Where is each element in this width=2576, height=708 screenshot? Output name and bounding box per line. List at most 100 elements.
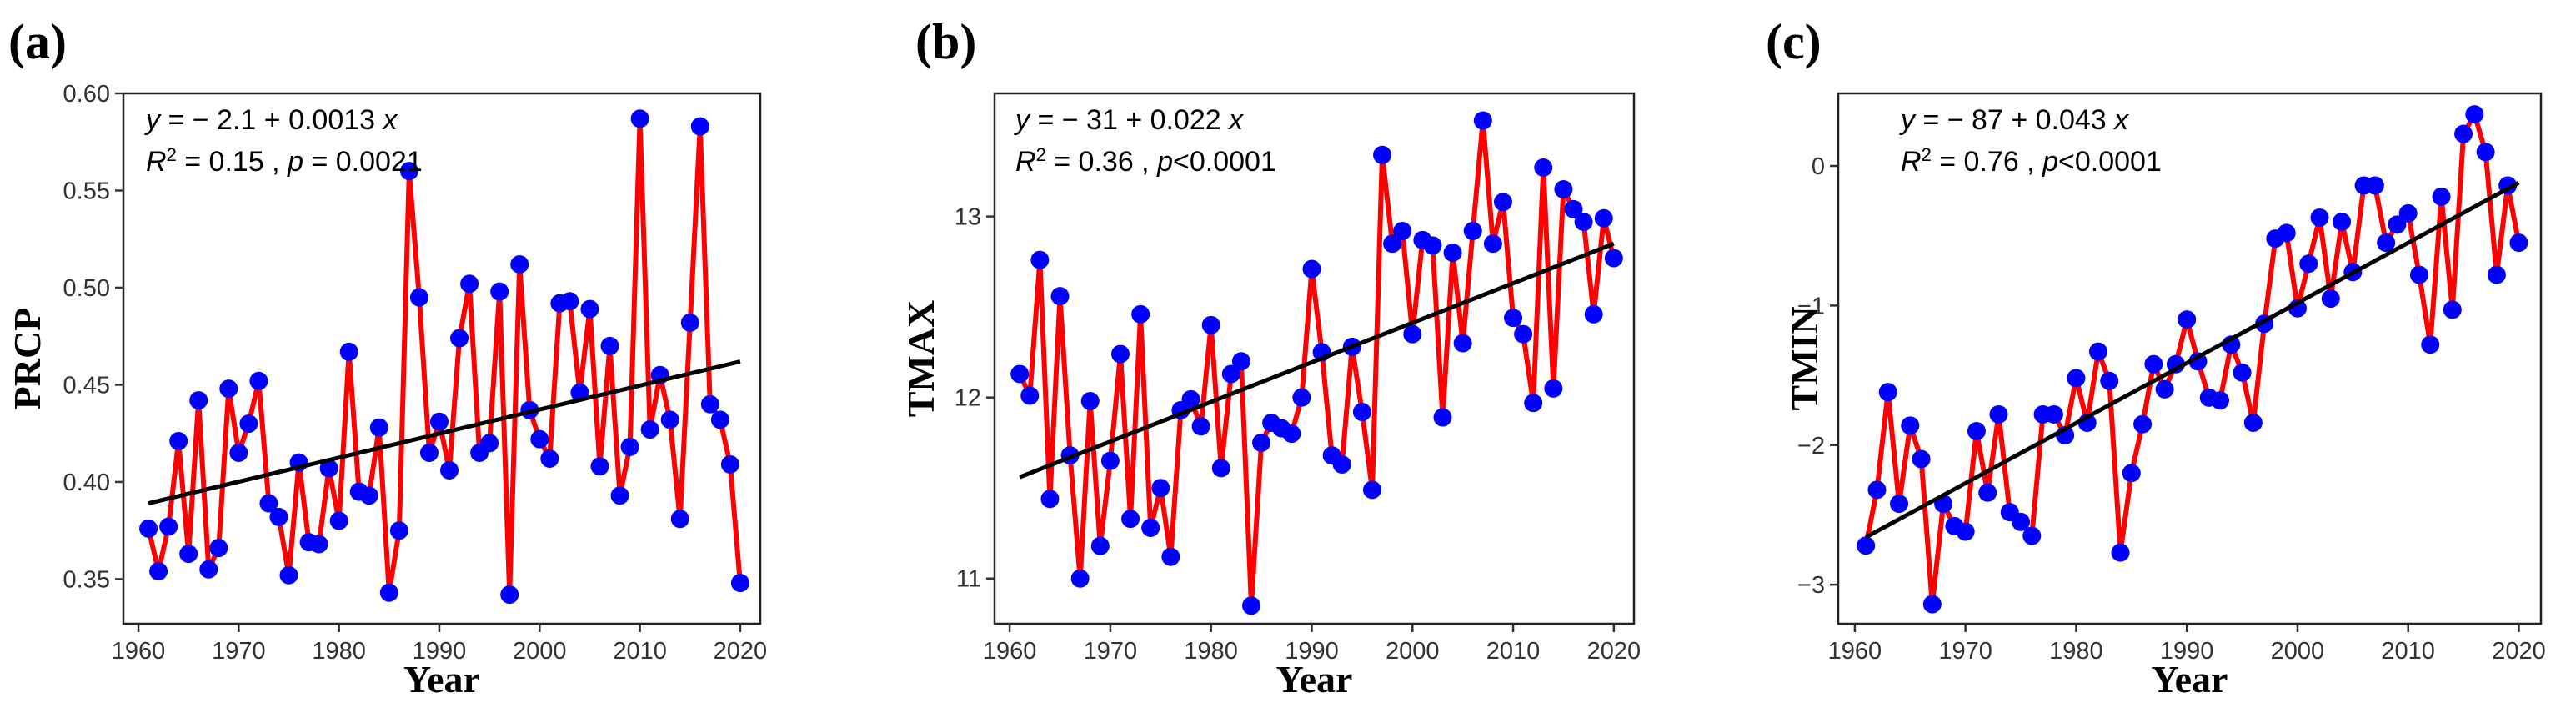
data-point bbox=[419, 443, 439, 462]
regression-equation: y = − 2.1 + 0.0013 x bbox=[144, 104, 398, 136]
data-point bbox=[1141, 518, 1160, 537]
data-point bbox=[219, 379, 238, 399]
data-point bbox=[680, 313, 699, 332]
data-point bbox=[2178, 310, 2197, 329]
x-tick-label: 2000 bbox=[1386, 638, 1440, 665]
chart-panel-1: (a) 0.35 0.40 0.45 0.50 0.55 0.60 1960 1970 1980 1… bbox=[6, 14, 767, 700]
data-point bbox=[1070, 569, 1090, 588]
data-point bbox=[389, 521, 408, 540]
data-point bbox=[1282, 424, 1301, 444]
data-point bbox=[2044, 404, 2063, 424]
data-point bbox=[239, 414, 258, 434]
regression-equation: y = − 87 + 0.043 x bbox=[1899, 104, 2129, 136]
data-point bbox=[309, 535, 328, 554]
data-point bbox=[590, 457, 609, 476]
data-point bbox=[149, 562, 168, 581]
y-tick-label: 0.40 bbox=[63, 469, 110, 496]
data-point bbox=[1878, 383, 1897, 402]
data-point bbox=[209, 539, 228, 558]
data-point bbox=[1211, 459, 1230, 478]
data-point bbox=[199, 560, 218, 579]
data-point bbox=[1483, 234, 1502, 254]
data-point bbox=[1594, 208, 1613, 228]
x-axis-label: Year bbox=[403, 658, 480, 700]
data-point bbox=[1080, 392, 1100, 411]
data-point bbox=[1292, 388, 1311, 407]
y-tick-label: 11 bbox=[956, 566, 981, 593]
data-point bbox=[2277, 223, 2296, 243]
y-tick-label: 0 bbox=[1812, 153, 1825, 180]
data-point bbox=[2454, 124, 2473, 143]
data-point bbox=[1433, 408, 1452, 427]
data-point bbox=[600, 336, 619, 355]
x-axis-label: Year bbox=[2152, 658, 2228, 700]
data-point bbox=[540, 449, 559, 468]
data-point bbox=[1473, 111, 1492, 130]
data-point bbox=[2388, 215, 2407, 234]
data-point bbox=[2321, 289, 2340, 309]
data-point bbox=[1030, 250, 1050, 269]
regression-stats: R2 = 0.76 , p<0.0001 bbox=[1901, 144, 2162, 178]
data-point bbox=[249, 371, 268, 390]
data-point bbox=[1352, 403, 1371, 422]
plot-frame bbox=[1837, 92, 2543, 625]
data-point bbox=[1332, 454, 1351, 474]
x-tick-label: 1960 bbox=[983, 638, 1037, 665]
data-point bbox=[319, 459, 338, 478]
y-tick-label: 13 bbox=[955, 204, 981, 231]
data-point bbox=[710, 410, 729, 429]
data-point bbox=[1181, 389, 1200, 409]
panel-letter: (b) bbox=[915, 14, 976, 69]
data-point bbox=[2022, 526, 2042, 545]
data-point bbox=[2409, 265, 2428, 284]
data-point bbox=[1922, 595, 1942, 614]
data-series-line bbox=[1863, 112, 2522, 607]
x-tick-label: 1980 bbox=[312, 638, 366, 665]
data-point bbox=[1090, 536, 1110, 555]
plot-frame bbox=[122, 92, 762, 625]
data-point bbox=[339, 342, 358, 361]
x-tick-label: 1970 bbox=[1084, 638, 1138, 665]
data-point bbox=[1912, 449, 1931, 469]
data-point bbox=[2088, 342, 2107, 361]
y-tick-label: 0.45 bbox=[63, 372, 110, 399]
data-point bbox=[1373, 145, 1392, 164]
data-point bbox=[409, 288, 428, 307]
data-point bbox=[1504, 309, 1523, 328]
data-point bbox=[1989, 404, 2008, 424]
data-point bbox=[720, 454, 739, 474]
data-point bbox=[1383, 234, 1402, 254]
data-point bbox=[179, 545, 198, 564]
data-point bbox=[1242, 596, 1261, 615]
y-tick-label: −3 bbox=[1797, 572, 1825, 599]
data-point bbox=[1453, 334, 1472, 353]
data-point bbox=[139, 519, 158, 538]
x-tick-label: 1980 bbox=[1184, 638, 1238, 665]
data-point bbox=[640, 420, 659, 439]
data-point bbox=[2487, 265, 2506, 284]
data-point bbox=[229, 443, 248, 462]
y-tick-label: 0.60 bbox=[63, 81, 110, 108]
data-point bbox=[580, 299, 599, 319]
data-point bbox=[1403, 324, 1422, 344]
data-point bbox=[490, 282, 509, 301]
data-point bbox=[560, 292, 579, 311]
x-tick-label: 2000 bbox=[2271, 638, 2325, 665]
data-point bbox=[2432, 187, 2451, 206]
data-point bbox=[1121, 510, 1140, 529]
data-point bbox=[1010, 364, 1030, 384]
chart-panel-3: (c) −3 −2 −1 0 1960 1970 1980 1990 2000 2010 2020 Ye… bbox=[1766, 14, 2546, 700]
data-point bbox=[2377, 233, 2396, 253]
data-point bbox=[730, 574, 749, 593]
y-tick-label: 0.50 bbox=[63, 275, 110, 302]
data-point bbox=[1252, 433, 1271, 452]
x-tick-label: 1990 bbox=[413, 638, 467, 665]
data-point bbox=[1514, 324, 1533, 344]
data-point bbox=[429, 412, 449, 431]
x-tick-label: 1990 bbox=[2160, 638, 2214, 665]
data-point bbox=[279, 565, 298, 585]
data-point bbox=[450, 329, 469, 348]
data-point bbox=[259, 494, 278, 513]
regression-line bbox=[1864, 180, 2520, 540]
